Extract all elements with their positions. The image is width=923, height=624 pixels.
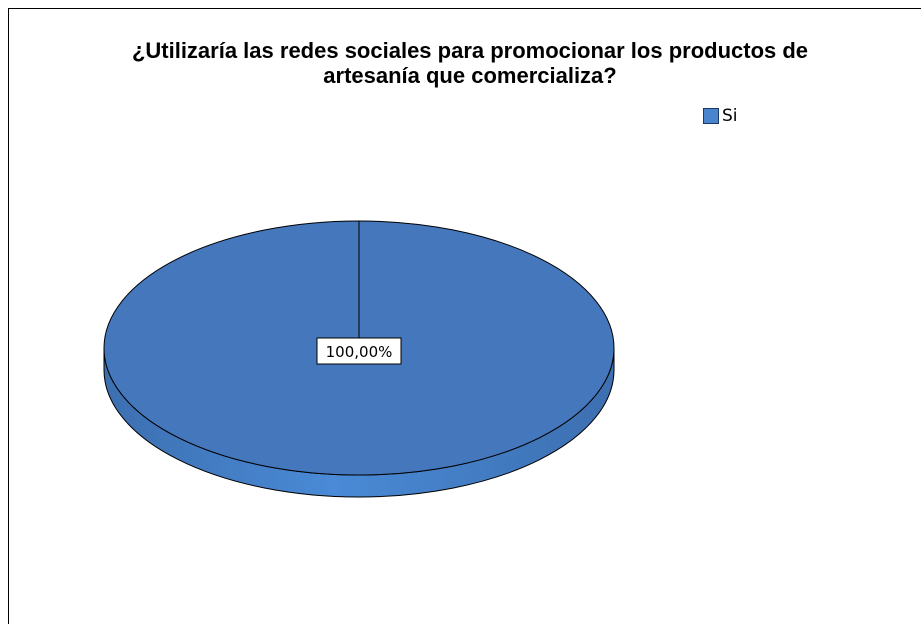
- chart-title-line-2: artesanía que comercializa?: [323, 63, 617, 88]
- chart-legend: Si: [703, 106, 738, 126]
- chart-title: ¿Utilizaría las redes sociales para prom…: [20, 38, 920, 88]
- data-label-box: [316, 337, 402, 365]
- data-label-si: 100,00%: [326, 343, 393, 361]
- chart-title-line-1: ¿Utilizaría las redes sociales para prom…: [131, 38, 809, 63]
- data-label-group: 100,00%: [316, 337, 402, 365]
- legend-swatch-si: [703, 108, 719, 124]
- legend-label-si: Si: [722, 106, 738, 126]
